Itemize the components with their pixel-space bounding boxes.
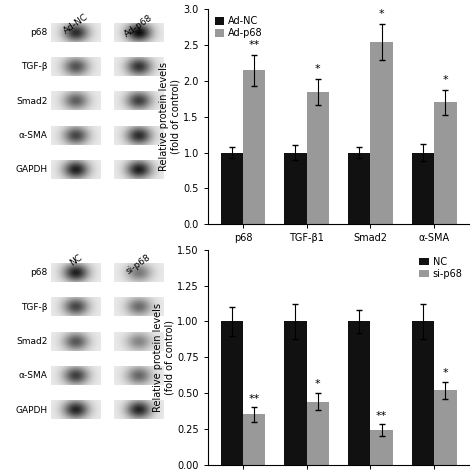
Text: GAPDH: GAPDH <box>15 406 47 415</box>
Text: **: ** <box>248 39 260 50</box>
Text: α-SMA: α-SMA <box>18 372 47 381</box>
Bar <box>114 401 163 419</box>
Bar <box>284 321 307 465</box>
Text: p68: p68 <box>30 28 47 37</box>
Text: α-SMA: α-SMA <box>18 131 47 140</box>
Y-axis label: Relative protein levels
(fold of control): Relative protein levels (fold of control… <box>159 62 181 171</box>
Bar <box>114 92 163 110</box>
Text: Ad-p68: Ad-p68 <box>122 13 154 38</box>
Text: Smad2: Smad2 <box>16 97 47 106</box>
Bar <box>51 264 100 282</box>
Bar <box>220 153 243 224</box>
Text: p68: p68 <box>30 268 47 277</box>
Bar <box>220 321 243 465</box>
Text: **: ** <box>248 394 260 404</box>
Bar <box>412 153 434 224</box>
Bar <box>307 401 329 465</box>
Bar <box>51 401 100 419</box>
Bar <box>114 127 163 145</box>
Bar <box>114 161 163 179</box>
Bar <box>434 390 456 465</box>
Bar <box>114 333 163 351</box>
Bar <box>243 414 265 465</box>
Bar <box>348 321 370 465</box>
Bar <box>412 321 434 465</box>
Bar <box>370 42 393 224</box>
Text: NC: NC <box>68 253 83 268</box>
Text: *: * <box>315 64 320 74</box>
Bar <box>114 264 163 282</box>
Bar <box>51 298 100 317</box>
Text: Smad2: Smad2 <box>16 337 47 346</box>
Bar <box>51 58 100 76</box>
Text: *: * <box>443 368 448 378</box>
Legend: Ad-NC, Ad-p68: Ad-NC, Ad-p68 <box>213 14 265 40</box>
Text: Ad-NC: Ad-NC <box>62 13 90 36</box>
Bar <box>434 102 456 224</box>
Text: si-p68: si-p68 <box>124 253 152 276</box>
Text: *: * <box>315 379 320 390</box>
Bar <box>51 367 100 385</box>
Bar <box>51 127 100 145</box>
Text: *: * <box>443 74 448 84</box>
Bar <box>51 333 100 351</box>
Bar <box>307 92 329 224</box>
Text: **: ** <box>376 411 387 421</box>
Y-axis label: Relative protein levels
(fold of control): Relative protein levels (fold of control… <box>153 303 174 412</box>
Bar <box>114 367 163 385</box>
Bar <box>51 23 100 42</box>
Text: TGF-β: TGF-β <box>21 303 47 312</box>
Bar <box>51 92 100 110</box>
Bar <box>114 23 163 42</box>
Bar <box>243 70 265 224</box>
Bar <box>114 58 163 76</box>
Bar <box>370 430 393 465</box>
Text: GAPDH: GAPDH <box>15 165 47 174</box>
Bar <box>348 153 370 224</box>
Text: *: * <box>379 9 384 19</box>
Bar <box>114 298 163 317</box>
Bar <box>51 161 100 179</box>
Legend: NC, si-p68: NC, si-p68 <box>417 255 465 281</box>
Text: TGF-β: TGF-β <box>21 63 47 72</box>
Bar <box>284 153 307 224</box>
